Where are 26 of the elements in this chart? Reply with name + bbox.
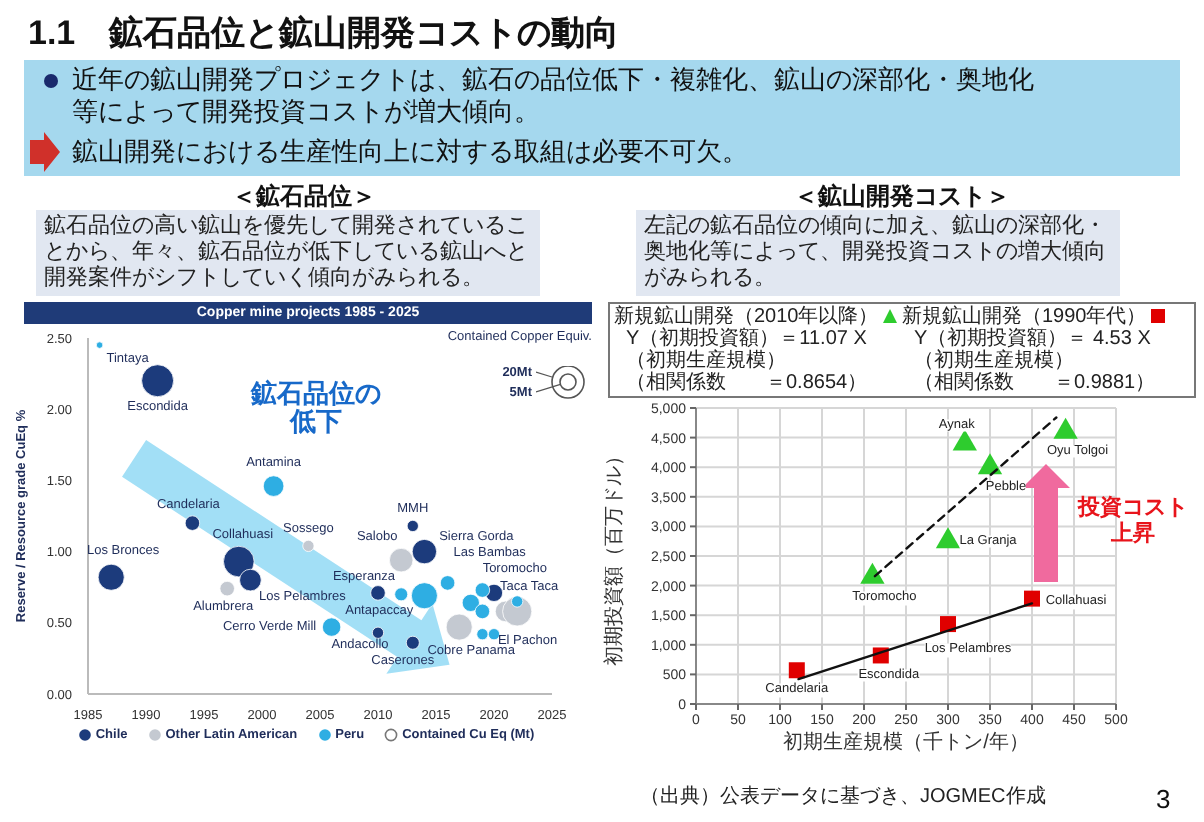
chart-title: ＜鉱石品位＞: [230, 180, 378, 214]
chart-title: ＜鉱山開発コスト＞: [792, 180, 1012, 214]
text: （相関係数 ＝0.9881）: [912, 372, 1158, 394]
text: （相関係数 ＝0.8654）: [624, 372, 870, 394]
point: [977, 453, 1003, 475]
text: （出典）公表データに基づき、JOGMEC作成: [640, 786, 1046, 810]
chart-subtitle: 左記の鉱石品位の傾向に加え、鉱山の深部化・奥地化等によって、開発投資コストの増大傾向がみられる。: [636, 210, 1120, 296]
point: [1053, 417, 1078, 439]
legend-label: 新規鉱山開発（2010年以降）: [614, 306, 879, 328]
text: 鉱山開発における生産性向上に対する取組は必要不可欠。: [72, 136, 748, 168]
text: Y（初期投資額）＝11.07 X（初期生産規模）: [624, 328, 869, 372]
point: [935, 527, 961, 549]
point: [1024, 590, 1040, 607]
point: [952, 429, 977, 451]
x-axis-title: 初期生産規模（千トン/年）: [781, 732, 1031, 756]
y-axis-title: 初期投資額（百万ドル）: [604, 446, 628, 666]
annotation: 投資コスト上昇: [1075, 496, 1190, 549]
point: [860, 562, 885, 584]
text: 3: [1156, 784, 1171, 814]
legend-label: 新規鉱山開発（1990年代）: [902, 306, 1147, 328]
annotation: 鉱石品位の低下: [248, 378, 383, 437]
chart-subtitle: 鉱石品位の高い鉱山を優先して開発されていることから、年々、鉱石品位が低下している鉱山へと開発案件がシフトしていく傾向がみられる。: [36, 210, 540, 296]
text: Y（初期投資額）＝ 4.53 X（初期生産規模）: [912, 328, 1153, 372]
text: 近年の鉱山開発プロジェクトは、鉱石の品位低下・複雑化、鉱山の深部化・奥地化等によって開発投資コストが増大傾向。: [72, 64, 1036, 128]
text: 1.1 鉱石品位と鉱山開発コストの動向: [28, 12, 620, 56]
point: [788, 662, 805, 679]
